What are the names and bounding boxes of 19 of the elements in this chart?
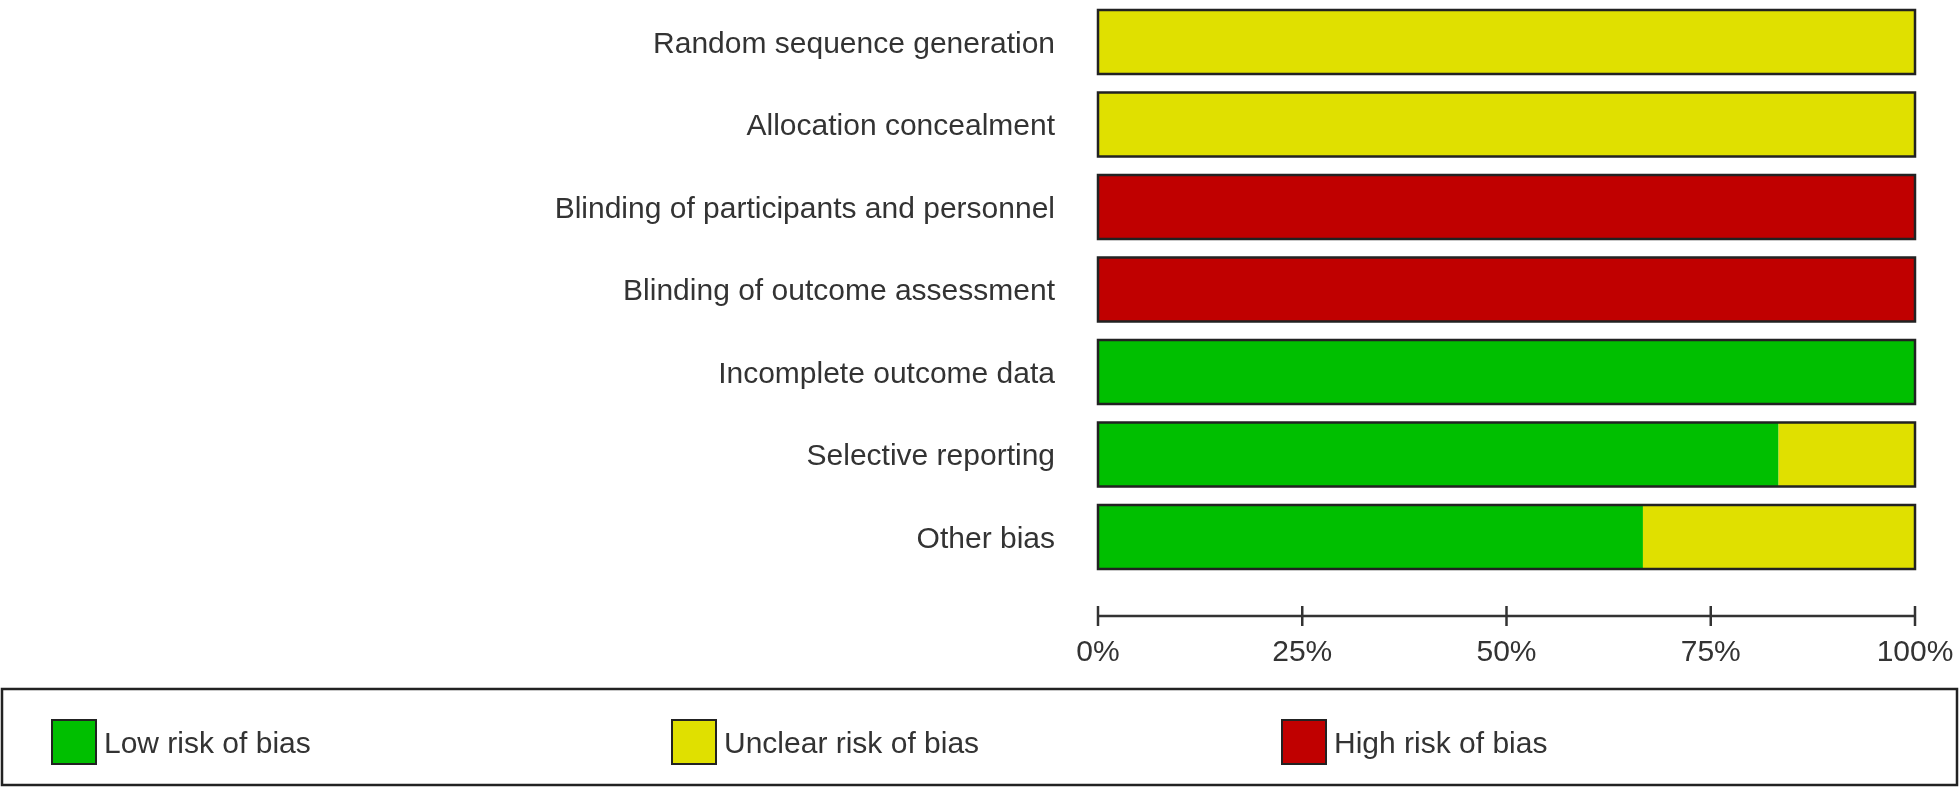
y-tick-label: Random sequence generation	[653, 25, 1055, 59]
x-tick-label: 75%	[1680, 634, 1741, 667]
legend-label: Low risk of bias	[104, 725, 311, 759]
y-tick-label: Allocation concealment	[746, 108, 1056, 141]
x-tick-label: 100%	[1876, 634, 1954, 667]
x-tick-label: 50%	[1476, 634, 1537, 667]
bar	[1098, 505, 1643, 569]
x-tick-label: 25%	[1272, 634, 1333, 667]
y-tick-label: Incomplete outcome data	[718, 355, 1056, 389]
x-tick-label: 0%	[1076, 634, 1120, 667]
bar	[1098, 422, 1779, 487]
y-tick-label: Other bias	[916, 520, 1055, 554]
y-tick-label: Selective reporting	[806, 438, 1055, 471]
y-tick-label: Blinding of participants and personnel	[554, 190, 1055, 224]
legend-label: Unclear risk of bias	[724, 725, 980, 759]
bar	[1778, 422, 1915, 487]
bar	[1642, 505, 1915, 569]
y-tick-label: Blinding of outcome assessment	[623, 273, 1056, 306]
legend-label: High risk of bias	[1334, 725, 1548, 759]
